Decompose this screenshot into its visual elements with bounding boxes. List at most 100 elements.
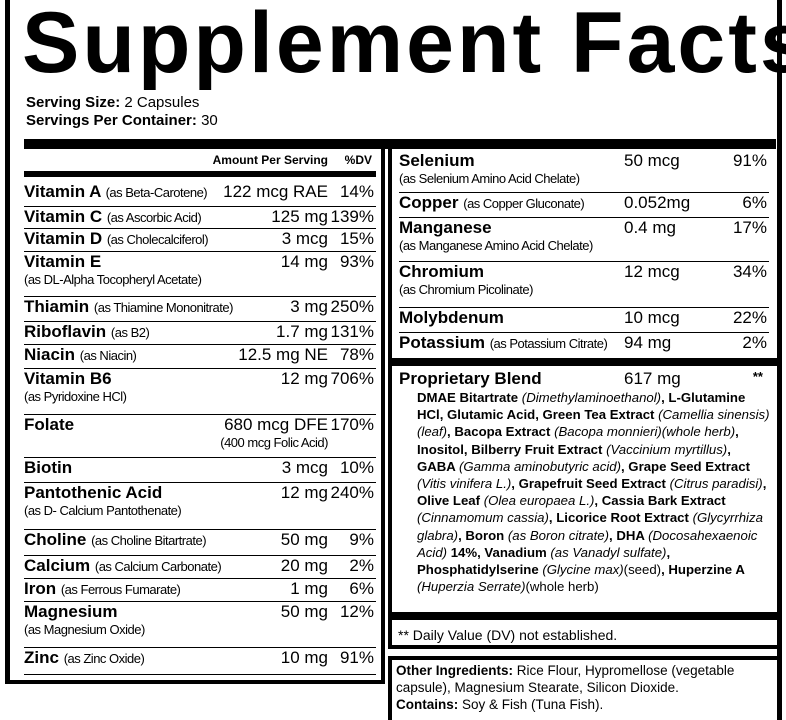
nutrient-amount: 10 mg bbox=[280, 648, 328, 667]
blend-segment: (Citrus paradisi) bbox=[669, 476, 763, 492]
nutrient-name-text: Vitamin C bbox=[24, 207, 103, 226]
serving-size-value: 2 Capsules bbox=[124, 94, 200, 111]
nutrient-name-text: Zinc bbox=[24, 648, 59, 667]
blend-segment: , Huperzine A bbox=[661, 562, 745, 578]
nutrient-name-text: Thiamin bbox=[24, 297, 90, 316]
nutrient-name-text: Choline bbox=[24, 530, 87, 549]
nutrient-name-text: Vitamin D bbox=[24, 229, 103, 248]
nutrient-name: Thiamin (as Thiamine Mononitrate) bbox=[24, 297, 233, 317]
serving-size-label: Serving Size: bbox=[26, 94, 121, 111]
blend-segment: , Phosphatidylserine bbox=[417, 544, 671, 578]
nutrient-name-text: Selenium bbox=[399, 151, 475, 170]
nutrient-name-text: Calcium bbox=[24, 556, 91, 575]
nutrient-source: (as Ferrous Fumarate) bbox=[60, 582, 181, 597]
nutrient-row: Vitamin E (as DL-Alpha Tocopheryl Acetate… bbox=[24, 252, 376, 297]
amount-header: Amount Per Serving bbox=[212, 153, 328, 167]
nutrient-row: Riboflavin (as B2) 1.7 mg 131% bbox=[24, 322, 376, 345]
blend-segment: , Grape Seed Extract bbox=[620, 458, 750, 474]
nutrient-name-text: Folate bbox=[24, 415, 75, 434]
nutrient-dv: 706% bbox=[330, 369, 374, 388]
nutrient-name-text: Iron bbox=[24, 579, 57, 598]
servings-per-container-label: Servings Per Container: bbox=[26, 112, 197, 129]
nutrient-amount: 3 mg bbox=[290, 297, 328, 316]
blend-segment: (Gamma aminobutyric acid) bbox=[459, 458, 621, 474]
nutrient-amount: 3 mcg bbox=[281, 229, 328, 248]
nutrient-amount: 0.052mg bbox=[624, 193, 691, 212]
nutrient-row: Copper (as Copper Gluconate) 0.052mg 6% bbox=[399, 193, 769, 218]
nutrient-row: Vitamin B6 (as Pyridoxine HCl) 12 mg 706% bbox=[24, 369, 376, 415]
blend-segment: DMAE Bitartrate bbox=[417, 390, 522, 405]
nutrient-source: (as Selenium Amino Acid Chelate) bbox=[399, 171, 580, 186]
nutrient-amount: 680 mcg DFE bbox=[224, 415, 328, 434]
nutrient-amount: 20 mg bbox=[280, 556, 328, 575]
nutrient-amount: 14 mg bbox=[280, 252, 328, 271]
blend-segment: , Inositol, Bilberry Fruit Extract bbox=[417, 424, 739, 457]
nutrient-row: Zinc (as Zinc Oxide) 10 mg 91% bbox=[24, 648, 376, 675]
nutrient-dv: 34% bbox=[732, 262, 767, 281]
blend-segment: 14%, Vanadium bbox=[447, 544, 551, 560]
nutrient-name: Pantothenic Acid bbox=[24, 483, 162, 503]
blend-segment: (Huperzia Serrate) bbox=[417, 579, 526, 595]
dv-header: %DV bbox=[344, 153, 372, 167]
nutrient-name-text: Biotin bbox=[24, 458, 73, 477]
nutrient-amount: 1 mg bbox=[290, 579, 328, 598]
blend-name: Proprietary Blend bbox=[399, 369, 542, 388]
nutrient-source: (as D- Calcium Pantothenate) bbox=[24, 503, 182, 518]
nutrient-name-text: Magnesium bbox=[24, 602, 118, 621]
table-header: Amount Per Serving %DV bbox=[24, 153, 374, 173]
blend-segment: (Olea europaea L.) bbox=[483, 493, 595, 509]
nutrient-dv: 250% bbox=[330, 297, 374, 316]
nutrient-row: Calcium (as Calcium Carbonate) 20 mg 2% bbox=[24, 556, 376, 579]
blend-segment: (as Boron citrate) bbox=[507, 527, 610, 543]
nutrient-row: Pantothenic Acid (as D- Calcium Pantothen… bbox=[24, 483, 376, 530]
nutrient-dv: 12% bbox=[339, 602, 374, 621]
nutrient-name-text: Niacin bbox=[24, 345, 76, 364]
blend-segment: , DHA bbox=[609, 527, 649, 543]
divider-bar bbox=[24, 139, 776, 149]
nutrient-row: Choline (as Choline Bitartrate) 50 mg 9% bbox=[24, 530, 376, 556]
dv-note: ** Daily Value (DV) not established. bbox=[398, 627, 618, 643]
nutrient-source: (as DL-Alpha Tocopheryl Acetate) bbox=[24, 272, 202, 287]
nutrient-name-text: Vitamin A bbox=[24, 182, 101, 201]
nutrient-source: (as Choline Bitartrate) bbox=[91, 533, 207, 548]
nutrient-name: Vitamin B6 bbox=[24, 369, 112, 389]
nutrient-dv: 2% bbox=[742, 333, 767, 352]
nutrient-dv: 93% bbox=[339, 252, 374, 271]
nutrient-dv: 9% bbox=[349, 530, 374, 549]
blend-segment: (as Vanadyl sulfate) bbox=[550, 544, 667, 560]
nutrient-name: Vitamin D (as Cholecalciferol) bbox=[24, 229, 209, 249]
nutrient-dv: 22% bbox=[732, 308, 767, 327]
nutrient-row: Manganese (as Manganese Amino Acid Chelat… bbox=[399, 218, 769, 262]
nutrient-row: Niacin (as Niacin) 12.5 mg NE 78% bbox=[24, 345, 376, 369]
nutrient-dv: 170% bbox=[330, 415, 374, 434]
right-nutrient-table: Proprietary Blend 617 mg ** DMAE Bitartr… bbox=[388, 149, 778, 649]
nutrient-row: Magnesium (as Magnesium Oxide) 50 mg 12% bbox=[24, 602, 376, 648]
nutrient-name: Niacin (as Niacin) bbox=[24, 345, 137, 365]
nutrient-row: Vitamin C (as Ascorbic Acid) 125 mg 139% bbox=[24, 207, 376, 229]
nutrient-dv: 17% bbox=[732, 218, 767, 237]
serving-info: Serving Size: 2 Capsules Servings Per Co… bbox=[26, 94, 218, 130]
nutrient-source: (as Ascorbic Acid) bbox=[106, 210, 202, 225]
nutrient-dv: 240% bbox=[330, 483, 374, 502]
blend-segment: (Bacopa monnieri)(whole herb) bbox=[554, 424, 736, 440]
nutrient-amount: 3 mcg bbox=[281, 458, 328, 477]
blend-segment: (Docosahexaenoic Acid) bbox=[417, 527, 758, 560]
nutrient-row: Potassium (as Potassium Citrate) 94 mg 2% bbox=[399, 333, 769, 356]
blend-segment: , L-Glutamine HCl, Glutamic Acid, Green … bbox=[417, 390, 746, 423]
blend-segment: (Vitis vinifera L.) bbox=[417, 476, 512, 492]
nutrient-name: Copper (as Copper Gluconate) bbox=[399, 193, 585, 213]
nutrient-name: Chromium bbox=[399, 262, 484, 282]
nutrient-dv: 6% bbox=[349, 579, 374, 598]
page-title: Supplement Facts bbox=[22, 0, 786, 91]
nutrient-amount: 0.4 mg bbox=[624, 218, 676, 237]
nutrient-amount: 12 mg bbox=[280, 369, 328, 388]
nutrient-name: Vitamin C (as Ascorbic Acid) bbox=[24, 207, 202, 227]
nutrient-amount-detail: (400 mcg Folic Acid) bbox=[220, 435, 328, 450]
blend-segment: (Glycyrrhiza glabra) bbox=[417, 510, 763, 543]
nutrient-name: Choline (as Choline Bitartrate) bbox=[24, 530, 207, 550]
nutrient-dv: 139% bbox=[330, 207, 374, 226]
nutrient-source: (as Copper Gluconate) bbox=[463, 196, 585, 211]
nutrient-name: Iron (as Ferrous Fumarate) bbox=[24, 579, 181, 599]
nutrient-name: Biotin bbox=[24, 458, 72, 478]
nutrient-name-text: Potassium bbox=[399, 333, 485, 352]
